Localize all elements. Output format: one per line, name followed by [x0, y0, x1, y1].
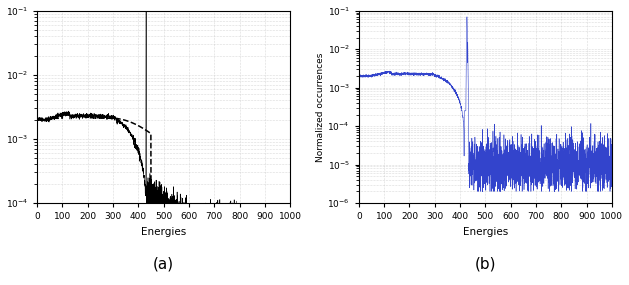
X-axis label: Energies: Energies	[141, 227, 186, 237]
Text: (b): (b)	[475, 257, 496, 272]
Text: (a): (a)	[153, 257, 174, 272]
Y-axis label: Normalized occurrences: Normalized occurrences	[316, 52, 325, 162]
X-axis label: Energies: Energies	[463, 227, 508, 237]
